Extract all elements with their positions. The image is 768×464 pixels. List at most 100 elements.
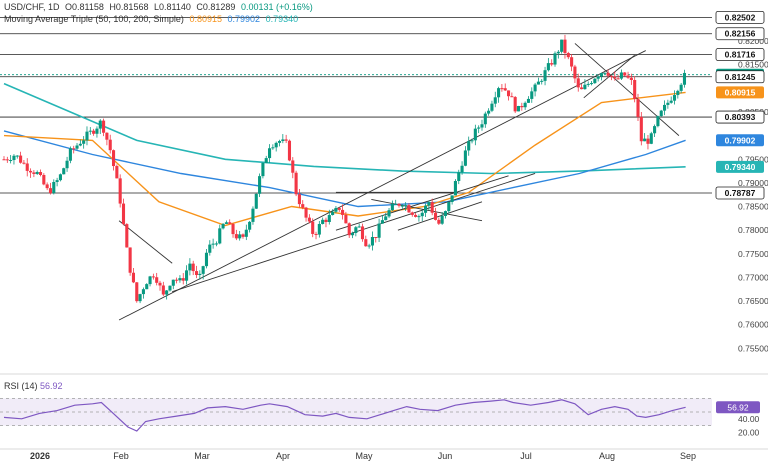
- candle-body: [161, 285, 165, 295]
- candle-body: [204, 252, 209, 267]
- candle-body: [676, 90, 680, 96]
- candle-body: [463, 150, 467, 166]
- candle-body: [374, 237, 378, 239]
- candle-body: [580, 87, 584, 90]
- level-badge-text: 0.82502: [725, 12, 756, 22]
- price-tick-label: 0.79000: [738, 178, 768, 188]
- candle-body: [211, 243, 215, 245]
- candle-body: [334, 207, 338, 212]
- candle-body: [115, 166, 119, 179]
- price-tick-label: 0.78000: [738, 225, 768, 235]
- candle-body: [29, 170, 33, 173]
- candle-body: [679, 84, 683, 91]
- level-badge: [715, 10, 765, 24]
- candle-body: [277, 141, 282, 143]
- candle-body: [570, 57, 574, 67]
- candle-body: [453, 180, 457, 196]
- candle-body: [576, 78, 580, 88]
- symbol-label: USD/CHF, 1D: [4, 2, 60, 12]
- candle-body: [42, 174, 46, 185]
- candle-body: [367, 245, 371, 247]
- candle-body: [520, 105, 524, 108]
- ma100-badge-text: 0.79902: [725, 135, 756, 145]
- candle-body: [357, 226, 361, 228]
- candle-body: [593, 78, 597, 84]
- candle-body: [377, 223, 381, 238]
- candle-body: [238, 234, 242, 239]
- candle-body: [194, 271, 199, 276]
- candle-body: [380, 220, 384, 224]
- candle-body: [480, 124, 484, 128]
- candle-body: [201, 266, 205, 274]
- price-tick-label: 0.77500: [738, 249, 768, 259]
- candle-body: [533, 84, 537, 92]
- time-axis-label: May: [355, 451, 373, 461]
- candle-body: [317, 223, 321, 235]
- price-tick-label: 0.78500: [738, 202, 768, 212]
- candle-body: [473, 128, 477, 141]
- candle-body: [78, 143, 82, 146]
- candle-body: [72, 148, 76, 150]
- candle-body: [407, 205, 411, 213]
- candle-body: [267, 148, 272, 159]
- trendline: [118, 50, 646, 321]
- candle-body: [616, 78, 620, 80]
- level-badge-text: 0.78787: [725, 188, 756, 198]
- candle-body: [487, 110, 491, 114]
- price-tick-label: 0.77000: [738, 272, 768, 282]
- candle-body: [669, 100, 673, 103]
- time-axis-label: 2026: [30, 451, 50, 461]
- candle-body: [58, 174, 62, 181]
- candle-body: [151, 276, 155, 278]
- candle-body: [506, 90, 511, 97]
- candle-body: [483, 113, 487, 125]
- candle-body: [98, 120, 102, 129]
- candle-body: [543, 70, 547, 81]
- ma50-value: 0.80915: [189, 14, 222, 24]
- time-axis-label: Sep: [680, 451, 696, 461]
- candle-body: [646, 138, 650, 144]
- rsi-tick-label: 40.00: [738, 414, 760, 424]
- rsi-value-badge: [716, 401, 760, 414]
- candle-body: [536, 81, 540, 85]
- candle-body: [397, 203, 401, 206]
- ma50-line: [3, 91, 686, 227]
- price-tick-label: 0.75500: [738, 343, 768, 353]
- candle-body: [121, 203, 126, 225]
- indicator-name: Moving Average Triple (50, 100, 200, Sim…: [4, 14, 184, 24]
- candle-body: [653, 126, 657, 134]
- open-value: O0.81158: [65, 2, 104, 12]
- candle-body: [131, 272, 136, 283]
- candle-body: [447, 201, 451, 212]
- candle-body: [224, 222, 228, 224]
- candle-body: [68, 148, 72, 161]
- candle-body: [38, 171, 43, 175]
- candle-body: [191, 263, 195, 272]
- candle-body: [15, 155, 19, 157]
- trendline: [172, 173, 536, 293]
- time-axis-label: Aug: [599, 451, 615, 461]
- candle-body: [48, 188, 53, 194]
- candle-body: [500, 88, 504, 90]
- candle-body: [291, 160, 295, 173]
- candle-body: [311, 221, 315, 234]
- candle-body: [606, 72, 610, 76]
- candle-body: [573, 66, 577, 79]
- candle-body: [550, 63, 554, 65]
- candle-body: [553, 53, 557, 65]
- candle-body: [566, 53, 570, 58]
- candle-body: [118, 178, 122, 204]
- candle-body: [516, 105, 521, 112]
- candle-body: [102, 120, 106, 133]
- candle-body: [424, 205, 428, 213]
- close-value: C0.81289: [196, 2, 236, 12]
- rsi-header: RSI (14) 56.92: [4, 381, 63, 391]
- candle-body: [344, 214, 348, 224]
- candle-body: [493, 97, 497, 104]
- candle-body: [384, 216, 388, 221]
- candle-body: [331, 211, 335, 216]
- candle-body: [437, 219, 441, 224]
- candle-body: [350, 232, 355, 236]
- candle-body: [294, 172, 298, 195]
